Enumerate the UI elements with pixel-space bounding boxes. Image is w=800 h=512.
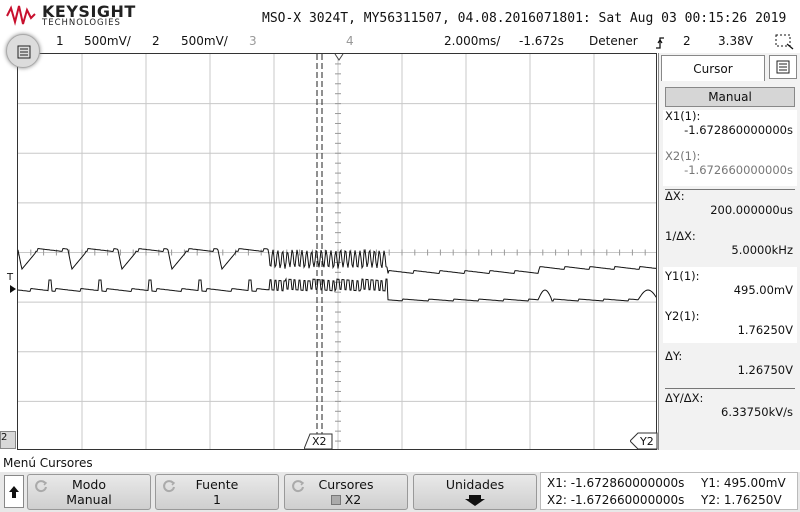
device-info: MSO-X 3024T, MY56311507, 04.08.201607180… [262,11,787,26]
softkey-source-label: Fuente [195,477,239,492]
inverse-delta-x-readout: 1/ΔX: 5.0000kHz [665,229,797,257]
ch2-scale[interactable]: 500mV/ [181,34,228,48]
x1-label: X1(1): [665,109,701,123]
brand-subtitle: TECHNOLOGIES [42,18,121,28]
delta-y-label: ΔY: [665,349,683,363]
ch2-number[interactable]: 2 [152,34,160,48]
x2-readout: X2(1): -1.672660000000s [665,149,797,177]
delta-x-value: 200.000000us [710,203,793,217]
slope-label: ΔY/ΔX: [665,391,704,405]
keysight-logo-icon [6,5,36,26]
x2-cursor-label: X2 [312,435,327,448]
channel-1-trace [18,247,656,275]
brand-name: KEYSIGHT [42,2,136,21]
menu-up-button[interactable] [4,475,24,508]
readout-y2: Y2: 1.76250V [701,493,782,507]
softkey-mode-label: Modo [71,477,106,492]
ch3-number[interactable]: 3 [249,34,257,48]
channel-2-trace [18,277,656,302]
x2-label: X2(1): [665,149,701,163]
delta-x-readout: ΔX: 200.000000us [665,189,797,217]
rotate-knob-icon [292,480,305,493]
softkey-cursors-value-text: X2 [344,492,362,507]
readout-x2: X2: -1.672660000000s [547,493,685,507]
softkey-mode-value: Manual [66,492,112,507]
softkey-cursors-value: X2 [285,492,407,507]
readout-y1: Y1: 495.00mV [701,476,786,490]
panel-menu-icon[interactable] [769,55,797,79]
y1-readout: Y1(1): 495.00mV [665,269,797,297]
softkey-cursors-label: Cursores [318,477,374,492]
ch2-marker-label: 2 [1,432,8,443]
y1-label: Y1(1): [665,269,700,283]
softkey-cursors[interactable]: Cursores X2 [284,474,408,510]
tab-cursor[interactable]: Cursor [661,55,765,81]
ch1-scale[interactable]: 500mV/ [84,34,131,48]
x1-readout: X1(1): -1.672860000000s [665,109,797,137]
slope-value: 6.33750kV/s [721,405,793,419]
trigger-level-marker: T [7,272,14,283]
x2-value: -1.672660000000s [684,163,793,177]
waveform-display[interactable] [17,53,657,450]
y2-label: Y2(1): [665,309,700,323]
readout-x1: X1: -1.672860000000s [547,476,685,490]
status-bar: 1 500mV/ 2 500mV/ 3 4 2.000ms/ -1.672s D… [0,34,800,52]
ch4-number[interactable]: 4 [346,34,354,48]
y1-value: 495.00mV [733,283,793,297]
graticule-lines [18,54,656,449]
graticule-svg [18,54,656,449]
cursor-select-checkbox [330,495,341,505]
y2-cursor-label: Y2 [640,435,654,448]
delay[interactable]: -1.672s [519,34,564,48]
ch2-ground-marker[interactable]: 2 [0,431,16,449]
inverse-delta-x-value: 5.0000kHz [731,243,793,257]
zoom-box-icon[interactable] [775,34,795,50]
timebase[interactable]: 2.000ms/ [444,34,501,48]
softkey-units[interactable]: Unidades [413,474,537,510]
delta-y-value: 1.26750V [737,363,793,377]
softkey-units-label: Unidades [445,477,505,492]
delta-y-readout: ΔY: 1.26750V [665,349,797,377]
rotate-knob-icon [163,480,176,493]
up-arrow-icon [9,486,19,498]
rotate-knob-icon [35,480,48,493]
header: KEYSIGHT TECHNOLOGIES MSO-X 3024T, MY563… [0,0,800,34]
y2-value: 1.76250V [737,323,793,337]
run-state[interactable]: Detener [589,34,638,48]
cursor-mode-button[interactable]: Manual [665,87,795,107]
softkey-source-value: 1 [213,492,221,507]
softkey-mode[interactable]: Modo Manual [27,474,151,510]
inverse-delta-x-label: 1/ΔX: [665,229,696,243]
menu-title: Menú Cursores [3,456,93,470]
cursor-readout-box: X1: -1.672860000000s X2: -1.672660000000… [540,472,798,510]
trigger-level[interactable]: 3.38V [718,34,753,48]
slope-readout: ΔY/ΔX: 6.33750kV/s [665,391,797,419]
y2-cursor-tag[interactable]: Y2 [630,432,658,450]
down-arrow-icon [465,495,485,506]
ch1-ground-marker[interactable] [9,284,17,294]
cursor-side-panel: Cursor Manual X1(1): -1.672860000000s X2… [658,53,800,450]
softkey-source[interactable]: Fuente 1 [155,474,279,510]
trigger-position-marker [334,54,344,61]
delta-x-label: ΔX: [665,189,685,203]
main-menu-button[interactable] [6,34,40,68]
trigger-edge-icon [656,37,664,49]
x1-value: -1.672860000000s [684,123,793,137]
y2-readout: Y2(1): 1.76250V [665,309,797,337]
ch1-number[interactable]: 1 [56,34,64,48]
menu-icon [17,45,31,59]
trigger-source[interactable]: 2 [683,34,691,48]
